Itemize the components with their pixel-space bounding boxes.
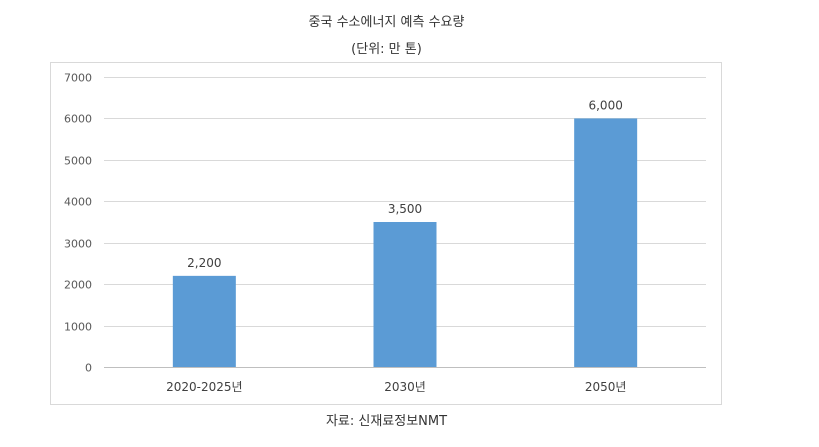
y-tick-label: 3000 — [64, 238, 92, 251]
bar — [172, 275, 236, 367]
plot-frame — [50, 62, 722, 405]
chart-subtitle: (단위: 만 톤) — [351, 42, 422, 57]
chart-title: 중국 수소에너지 예측 수요량 — [308, 15, 465, 30]
y-tick-label: 5000 — [64, 155, 92, 168]
x-tick-label: 2030년 — [384, 380, 426, 394]
data-label: 2,200 — [187, 256, 221, 270]
y-tick-label: 4000 — [64, 196, 92, 209]
bar — [574, 118, 638, 367]
data-label: 3,500 — [388, 202, 422, 216]
data-label: 6,000 — [588, 98, 622, 112]
x-tick-label: 2020-2025년 — [166, 380, 242, 394]
source-note: 자료: 신재료정보NMT — [325, 414, 448, 429]
y-tick-label: 0 — [85, 362, 92, 375]
y-tick-label: 7000 — [64, 72, 92, 85]
y-tick-label: 1000 — [64, 321, 92, 334]
y-tick-label: 6000 — [64, 113, 92, 126]
y-tick-label: 2000 — [64, 279, 92, 292]
x-tick-label: 2050년 — [585, 380, 627, 394]
bar — [373, 222, 437, 367]
